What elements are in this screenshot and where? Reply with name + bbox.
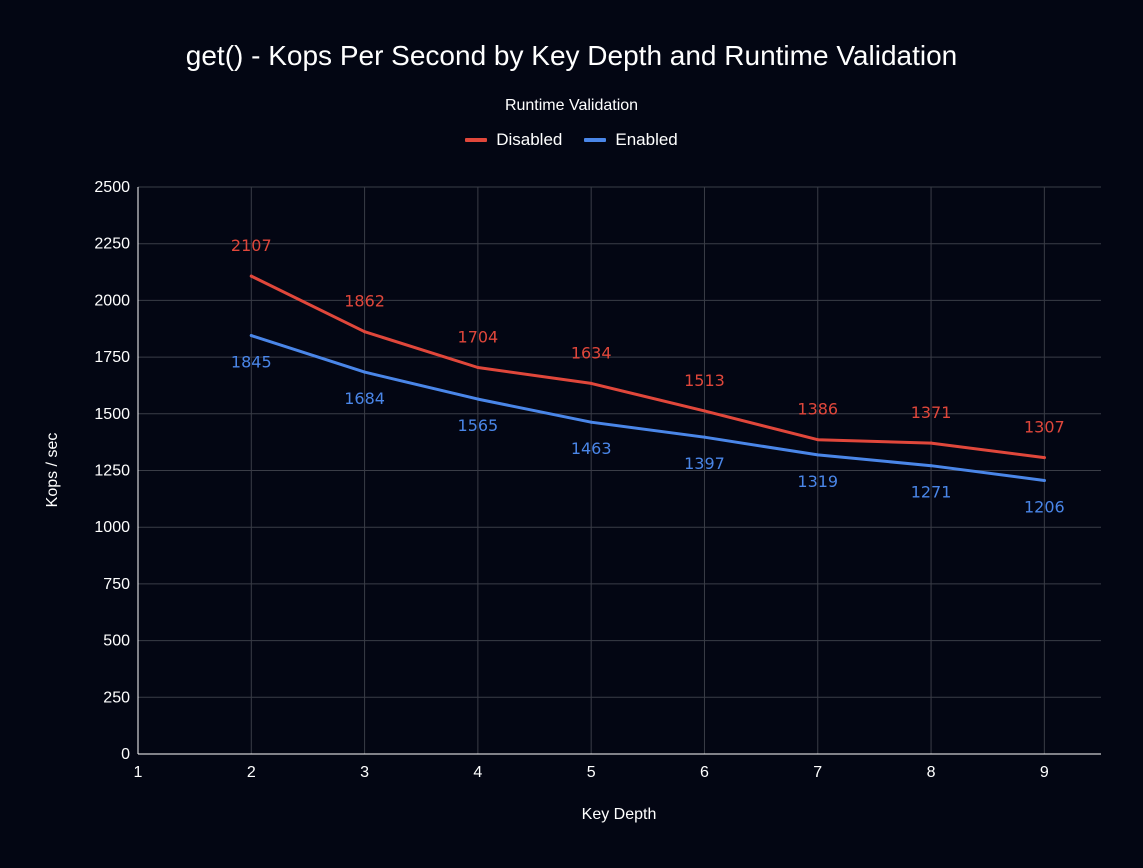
data-label: 1307 <box>1024 418 1065 437</box>
legend-title: Runtime Validation <box>504 97 639 114</box>
data-point <box>363 330 367 334</box>
data-label: 1565 <box>458 416 499 435</box>
legend-label-disabled: Disabled <box>496 130 563 149</box>
data-label: 1386 <box>797 400 838 419</box>
x-tick-label: 9 <box>1040 764 1049 781</box>
chart-title: get() - Kops Per Second by Key Depth and… <box>185 40 958 71</box>
x-tick-label: 6 <box>700 764 709 781</box>
y-tick-label: 1500 <box>94 406 130 423</box>
legend-swatch-enabled <box>584 138 607 142</box>
y-tick-label: 0 <box>121 746 130 763</box>
data-point <box>929 441 933 445</box>
data-label: 1634 <box>571 343 612 362</box>
legend-swatch-disabled <box>465 138 488 142</box>
data-label: 1845 <box>231 353 272 372</box>
y-tick-label: 1000 <box>94 519 130 536</box>
y-tick-label: 750 <box>103 576 130 593</box>
x-tick-label: 5 <box>587 764 596 781</box>
x-axis-title: Key Depth <box>581 806 657 823</box>
y-tick-label: 1750 <box>94 349 130 366</box>
data-label: 2107 <box>231 236 272 255</box>
data-point <box>929 464 933 468</box>
data-point <box>249 274 253 278</box>
data-label: 1271 <box>911 483 952 502</box>
y-tick-label: 500 <box>103 633 130 650</box>
data-label: 1463 <box>571 439 612 458</box>
series-line-disabled <box>249 274 1046 460</box>
data-point <box>702 409 706 413</box>
data-point <box>816 438 820 442</box>
data-point <box>702 435 706 439</box>
x-tick-label: 7 <box>813 764 822 781</box>
x-tick-label: 3 <box>360 764 369 781</box>
data-point <box>249 334 253 338</box>
x-tick-label: 1 <box>134 764 143 781</box>
data-point <box>589 381 593 385</box>
legend-item-disabled[interactable]: Disabled <box>465 130 562 150</box>
x-tick-label: 8 <box>927 764 936 781</box>
y-tick-label: 2000 <box>94 292 130 309</box>
legend-item-enabled[interactable]: Enabled <box>584 130 678 150</box>
data-label: 1862 <box>344 292 385 311</box>
legend-label-enabled: Enabled <box>615 130 678 149</box>
data-label: 1684 <box>344 389 385 408</box>
data-point <box>1042 478 1046 482</box>
legend: Disabled Enabled <box>0 130 1143 150</box>
y-tick-label: 1250 <box>94 463 130 480</box>
y-tick-label: 2500 <box>94 179 130 196</box>
y-tick-label: 2250 <box>94 236 130 253</box>
y-tick-label: 250 <box>103 689 130 706</box>
data-label: 1371 <box>911 403 952 422</box>
x-tick-label: 4 <box>473 764 482 781</box>
data-point <box>476 397 480 401</box>
data-point <box>1042 456 1046 460</box>
data-label: 1206 <box>1024 497 1065 516</box>
data-point <box>363 370 367 374</box>
x-tick-label: 2 <box>247 764 256 781</box>
data-label: 1513 <box>684 371 725 390</box>
data-point <box>476 366 480 370</box>
data-point <box>816 453 820 457</box>
series-line-enabled <box>249 334 1046 482</box>
data-label: 1319 <box>797 472 838 491</box>
data-label: 1397 <box>684 454 725 473</box>
data-label: 1704 <box>458 328 499 347</box>
data-point <box>589 420 593 424</box>
